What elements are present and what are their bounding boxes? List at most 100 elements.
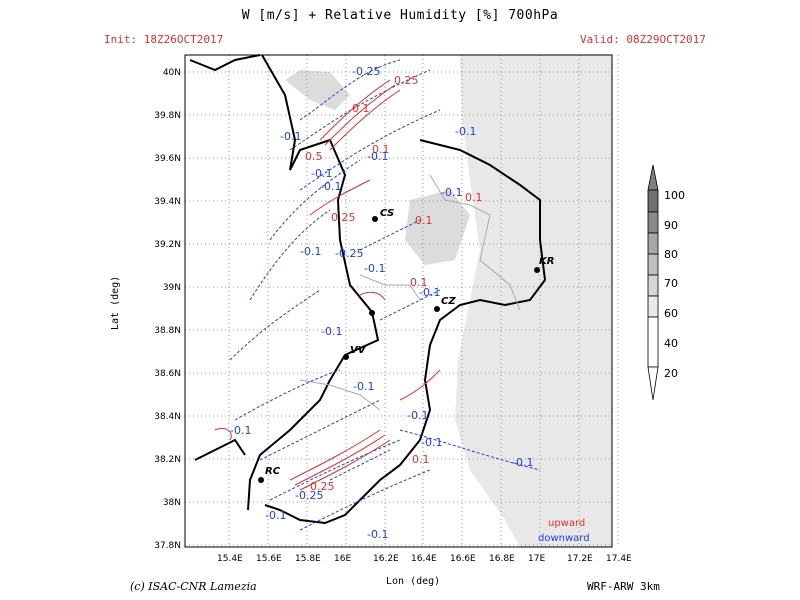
downward-contour-label: -0.1 (364, 262, 385, 275)
upward-contour-label: 0.5 (305, 150, 323, 163)
downward-contour-label: -0.1 (367, 528, 388, 541)
upward-contour-label: 0.1 (352, 102, 370, 115)
y-axis-title: Lat (deg) (110, 275, 121, 330)
coastline (189, 54, 547, 525)
colorbar-bottom-arrow (647, 366, 659, 401)
chart-title: W [m/s] + Relative Humidity [%] 700hPa (241, 8, 559, 23)
legend-upward: upward (548, 518, 585, 529)
colorbar-label-100: 100 (664, 189, 685, 202)
city-dot-vv (343, 354, 349, 360)
upward-contour-label: 0.1 (372, 143, 390, 156)
upward-contour-label: 0.25 (310, 480, 335, 493)
x-tick-label: 16.2E (373, 554, 399, 564)
downward-contour-label: -0.1 (419, 286, 440, 299)
downward-contour-label: -0.25 (295, 489, 323, 502)
contour-labels: 0.250.10.50.10.250.10.10.10.10.25-0.25-0… (230, 65, 533, 541)
downward-contour-label: -0.25 (335, 247, 363, 260)
downward-contour-label: -0.1 (300, 245, 321, 258)
x-tick-label: 16.4E (411, 554, 437, 564)
colorbar-bin-70 (647, 253, 659, 276)
y-tick-label: 38N (163, 498, 181, 508)
inland-shade-north (285, 70, 350, 110)
x-tick-labels: 15.4E 15.6E 15.8E 16E 16.2E 16.4E 16.6E 16.8E 17… (217, 554, 632, 564)
x-tick-label: 17.4E (606, 554, 632, 564)
downward-contours (229, 59, 541, 531)
humidity-shading (455, 55, 612, 547)
colorbar-label-60: 60 (664, 307, 678, 320)
downward-contour-label: -0.1 (280, 130, 301, 143)
city-label-vv: VV (350, 345, 367, 356)
colorbar-label-40: 40 (664, 337, 678, 350)
y-tick-label: 39.4N (154, 197, 181, 207)
init-time: Init: 18Z26OCT2017 (104, 33, 224, 46)
colorbar: 100 90 80 70 60 40 20 (647, 164, 685, 401)
x-tick-label: 15.8E (295, 554, 321, 564)
downward-contour-label: -0.1 (512, 456, 533, 469)
y-tick-label: 39.8N (154, 111, 181, 121)
colorbar-label-80: 80 (664, 248, 678, 261)
downward-contour-label: -0.1 (421, 436, 442, 449)
y-tick-label: 39N (163, 283, 181, 293)
colorbar-bin-100 (647, 189, 659, 213)
lamezia-marker (369, 310, 375, 316)
upward-contour-label: 0.1 (412, 453, 430, 466)
upward-contour-label: 0.1 (410, 276, 428, 289)
regional-borders (299, 174, 521, 411)
model-text: WRF-ARW 3km (587, 580, 660, 593)
inland-shade-sila (405, 190, 470, 265)
colorbar-bin-60 (647, 274, 659, 297)
colorbar-label-70: 70 (664, 277, 678, 290)
downward-contour-label: -0.1 (321, 325, 342, 338)
city-label-cs: CS (380, 208, 394, 219)
upward-contour-label: 0.25 (394, 74, 419, 87)
upward-contour-label: 0.1 (415, 214, 433, 227)
colorbar-top-arrow (647, 164, 659, 191)
colorbar-bin-80 (647, 232, 659, 255)
y-tick-label: 38.8N (154, 326, 181, 336)
city-dot-cz (434, 306, 440, 312)
downward-contour-label: -0.1 (407, 409, 428, 422)
downward-contour-label: -0.1 (441, 186, 462, 199)
upward-contour-label: 0.25 (331, 211, 356, 224)
city-label-rc: RC (265, 466, 281, 477)
y-tick-label: 39.2N (154, 240, 181, 250)
plot-frame (184, 54, 613, 548)
city-markers: CS KR CZ VV RC (258, 208, 554, 483)
downward-contour-label: -0.1 (311, 167, 332, 180)
downward-contour-label: -0.1 (367, 150, 388, 163)
y-tick-label: 39.6N (154, 154, 181, 164)
y-tick-label: 40N (163, 68, 181, 78)
y-tick-label: 38.6N (154, 369, 181, 379)
x-tick-label: 17.2E (567, 554, 593, 564)
x-tick-label: 15.6E (256, 554, 282, 564)
x-tick-label: 16.6E (450, 554, 476, 564)
city-label-cz: CZ (441, 296, 456, 307)
downward-contour-label: -0.1 (353, 380, 374, 393)
y-tick-label: 38.4N (154, 412, 181, 422)
credit-text: (c) ISAC-CNR Lamezia (130, 580, 257, 593)
colorbar-bin-40 (647, 295, 659, 318)
city-dot-cs (372, 216, 378, 222)
legend-downward: downward (538, 533, 590, 544)
colorbar-label-20: 20 (664, 367, 678, 380)
x-tick-label: 17E (528, 554, 545, 564)
colorbar-bin-90 (647, 211, 659, 234)
colorbar-label-90: 90 (664, 219, 678, 232)
x-axis-title: Lon (deg) (386, 576, 441, 587)
city-label-kr: KR (539, 256, 554, 267)
city-dot-rc (258, 477, 264, 483)
x-tick-label: 16.8E (489, 554, 515, 564)
upward-contours (214, 79, 441, 491)
valid-time: Valid: 08Z29OCT2017 (580, 33, 706, 46)
downward-contour-label: -0.1 (265, 509, 286, 522)
city-dot-kr (534, 267, 540, 273)
x-tick-label: 15.4E (217, 554, 243, 564)
downward-contour-label: -0.1 (320, 180, 341, 193)
downward-contour-label: -0.25 (352, 65, 380, 78)
downward-contour-label: -0.1 (230, 424, 251, 437)
y-tick-label: 37.8N (154, 541, 181, 551)
y-tick-label: 38.2N (154, 455, 181, 465)
x-tick-label: 16E (334, 554, 351, 564)
colorbar-bin-20 (647, 316, 659, 368)
